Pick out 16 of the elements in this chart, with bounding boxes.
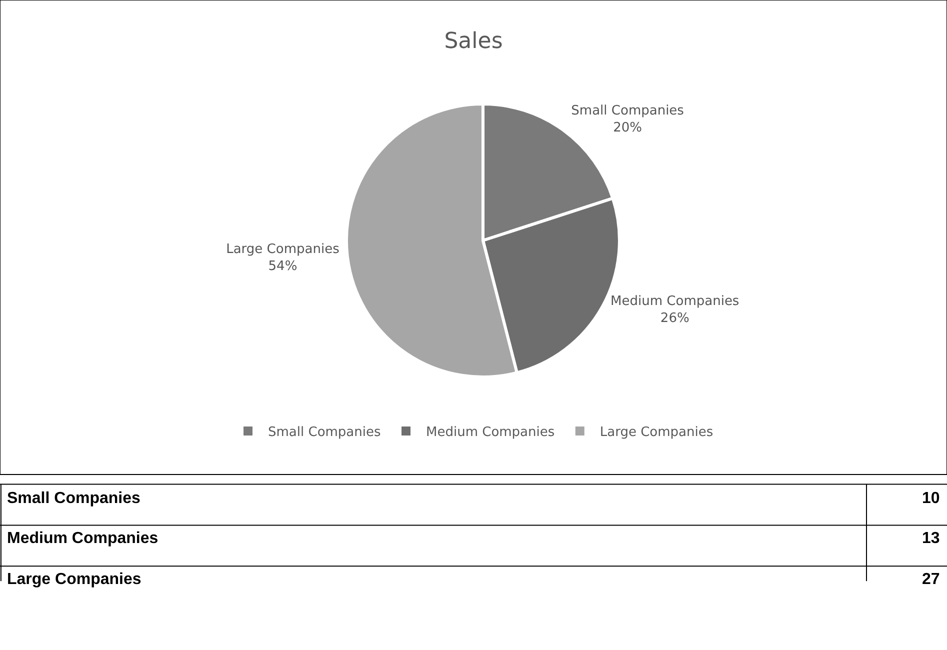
- text: 13: [922, 530, 940, 547]
- text: 27: [922, 571, 940, 588]
- text: 10: [922, 490, 940, 507]
- data-label: 54%: [268, 258, 298, 274]
- data-label: 26%: [660, 310, 690, 326]
- legend-label: Large Companies: [600, 425, 714, 440]
- chart-title: Sales: [444, 28, 503, 54]
- slice-label: Small Companies: [571, 104, 684, 119]
- legend-label: Small Companies: [268, 425, 381, 440]
- slice-label: Medium Companies: [610, 294, 740, 310]
- data-label: 20%: [613, 120, 642, 136]
- category-label: Small Companies: [7, 490, 140, 507]
- category-label: Large Companies: [7, 571, 142, 588]
- legend-label: Medium Companies: [426, 425, 555, 440]
- slice-label: Large Companies: [226, 242, 340, 257]
- category-label: Medium Companies: [7, 530, 158, 547]
